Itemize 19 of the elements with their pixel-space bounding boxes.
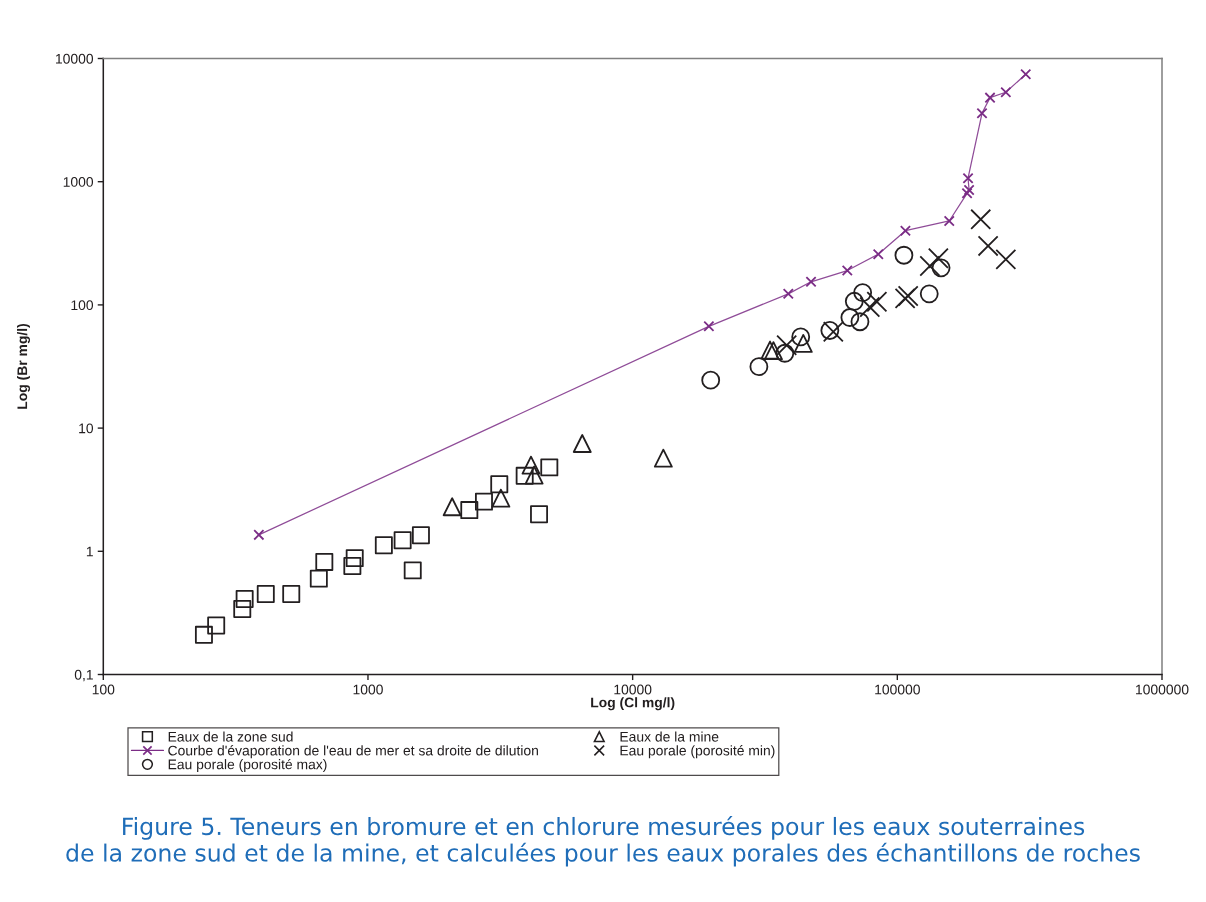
text: Figure 5. Teneurs en bromure et en chlorure mesurées pour les eaux souterraines de la zone sud et de la mine, et calculées pour les eaux porales des échantillons de roches: [66, 816, 1140, 867]
legend-label: Courbe d'évaporation de l'eau de mer et sa droite de dilution: [168, 745, 538, 759]
y-tick-label: 1000: [63, 177, 94, 187]
y-tick-label: 10: [79, 423, 94, 434]
legend-label: Eaux de la zone sud: [168, 731, 293, 742]
y-axis-title: Log (Br mg/l): [16, 323, 30, 409]
x-tick-label: 1000: [353, 684, 383, 695]
x-tick-label: 1000000: [1136, 684, 1189, 695]
x-tick-label: 10000: [614, 684, 652, 695]
legend-label: Eau porale (porosité max): [168, 758, 327, 773]
x-axis-title: Log (Cl mg/l): [591, 697, 675, 711]
y-tick-label: 10000: [56, 53, 94, 64]
x-tick-label: 100000: [875, 684, 920, 695]
x-tick-label: 100: [92, 684, 115, 695]
y-tick-label: 1: [86, 546, 93, 557]
legend-label: Eau porale (porosité min): [620, 745, 775, 759]
y-tick-label: 0,1: [74, 669, 93, 682]
legend-label: Eaux de la mine: [620, 731, 719, 742]
y-tick-label: 100: [71, 300, 94, 311]
